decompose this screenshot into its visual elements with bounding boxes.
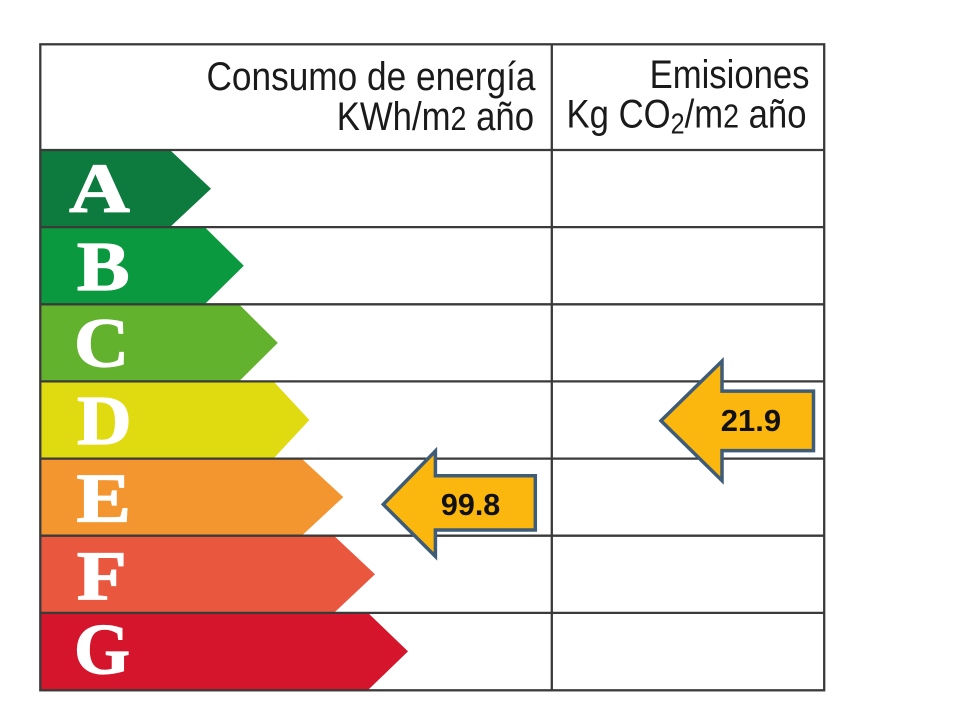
svg-text:Consumo de energía: Consumo de energía <box>206 54 535 99</box>
svg-text:E: E <box>76 460 131 537</box>
svg-text:A: A <box>69 150 130 228</box>
svg-text:C: C <box>74 304 129 381</box>
svg-text:G: G <box>74 610 130 690</box>
svg-text:KWh/m2 año: KWh/m2 año <box>337 94 534 139</box>
svg-text:D: D <box>77 381 132 459</box>
svg-text:Emisiones: Emisiones <box>650 52 810 97</box>
svg-text:99.8: 99.8 <box>441 488 500 522</box>
svg-text:B: B <box>77 228 130 306</box>
svg-text:Kg CO2/m2 año: Kg CO2/m2 año <box>567 91 807 140</box>
svg-text:21.9: 21.9 <box>721 403 781 438</box>
svg-text:F: F <box>77 537 127 614</box>
